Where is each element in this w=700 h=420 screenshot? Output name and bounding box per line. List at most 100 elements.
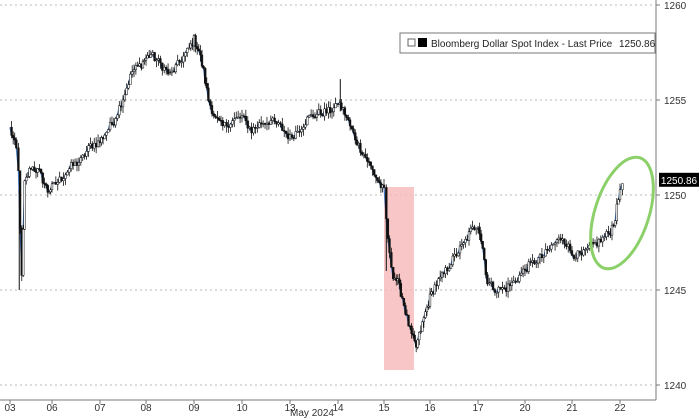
- candle-body: [421, 321, 424, 332]
- candle-body: [618, 189, 622, 200]
- candle-body: [440, 272, 444, 278]
- candle-body: [308, 115, 311, 118]
- candle-body: [52, 182, 56, 185]
- candle-body: [178, 60, 181, 63]
- candle-body: [290, 134, 294, 138]
- candle-body: [529, 261, 532, 264]
- candle-body: [376, 177, 379, 182]
- candle-body: [56, 182, 59, 185]
- candle-body: [503, 287, 506, 289]
- candle-body: [550, 244, 553, 250]
- candle-body: [407, 314, 410, 327]
- candle-body: [41, 172, 44, 184]
- candle-body: [460, 244, 463, 247]
- candle-body: [242, 115, 246, 118]
- x-tick-label-10: 10: [236, 403, 248, 414]
- price-series: [9, 33, 624, 353]
- candle-body: [77, 162, 81, 166]
- candle-body: [66, 171, 69, 176]
- candle-body: [514, 280, 517, 283]
- candle-body: [382, 184, 386, 188]
- candle-body: [237, 116, 240, 119]
- candle-body: [369, 161, 372, 167]
- candle-body: [510, 282, 513, 286]
- candle-body: [275, 121, 278, 125]
- candle-body: [254, 127, 257, 129]
- candle-body: [233, 118, 236, 121]
- candle-body: [25, 177, 28, 182]
- candle-body: [197, 48, 200, 52]
- candle-body: [246, 120, 249, 129]
- candle-body: [252, 127, 255, 134]
- candle-body: [419, 331, 422, 333]
- candle-body: [267, 122, 271, 125]
- highlight-circle: [589, 155, 655, 271]
- candle-body: [70, 162, 73, 169]
- candle-body: [601, 237, 604, 243]
- candle-body: [250, 126, 253, 134]
- candle-body: [599, 238, 602, 243]
- candle-body: [168, 72, 172, 75]
- candle-body: [68, 168, 71, 173]
- candle-body: [58, 176, 61, 183]
- candle-body: [553, 242, 557, 245]
- candle-body: [186, 48, 189, 53]
- candle-body: [204, 68, 207, 84]
- candle-body: [95, 143, 98, 148]
- candle-body: [425, 306, 429, 312]
- candle-body: [75, 161, 79, 166]
- x-tick-label-08: 08: [140, 403, 152, 414]
- candle-body: [388, 238, 391, 253]
- candle-body: [219, 120, 223, 122]
- candle-body: [196, 46, 199, 50]
- candle-body: [165, 67, 168, 70]
- candle-body: [473, 226, 476, 230]
- candle-body: [418, 331, 421, 341]
- x-tick-label-16: 16: [424, 403, 436, 414]
- candle-body: [182, 55, 185, 63]
- candle-body: [89, 143, 92, 146]
- candle-body: [439, 276, 442, 279]
- candle-body: [574, 257, 577, 260]
- candle-body: [283, 130, 286, 132]
- candle-body: [469, 228, 472, 232]
- candle-body: [311, 114, 315, 118]
- candle-body: [166, 69, 170, 75]
- candle-body: [199, 50, 202, 56]
- candle-body: [442, 272, 445, 275]
- candle-body: [428, 293, 432, 307]
- candle-body: [402, 298, 406, 306]
- y-tick-label-1245: 1245: [664, 286, 687, 297]
- candle-body: [531, 260, 534, 263]
- candle-body: [435, 284, 438, 287]
- candle-body: [478, 226, 481, 235]
- candle-body: [325, 108, 328, 114]
- candle-body: [464, 239, 467, 243]
- candle-body: [506, 283, 510, 292]
- candle-body: [516, 281, 519, 283]
- candle-body: [207, 87, 210, 102]
- candle-body: [125, 87, 128, 95]
- candle-body: [265, 122, 269, 125]
- candle-body: [144, 57, 148, 61]
- candle-body: [364, 153, 367, 158]
- legend-marker-outline: [407, 38, 416, 47]
- candle-body: [48, 191, 51, 194]
- candle-body: [399, 283, 403, 297]
- candle-body: [121, 99, 125, 108]
- candle-body: [161, 62, 164, 71]
- candle-body: [448, 268, 451, 271]
- candle-body: [366, 157, 369, 162]
- candle-body: [595, 242, 599, 247]
- candle-body: [300, 129, 303, 133]
- candle-body: [64, 174, 67, 179]
- candle-body: [218, 117, 221, 121]
- candle-body: [603, 236, 606, 239]
- candle-body: [73, 161, 77, 166]
- candle-body: [129, 73, 132, 85]
- candle-body: [317, 109, 320, 115]
- last-price-label: 1250.86: [659, 172, 699, 187]
- candle-body: [398, 278, 401, 284]
- y-tick-label-1260: 1260: [664, 1, 687, 12]
